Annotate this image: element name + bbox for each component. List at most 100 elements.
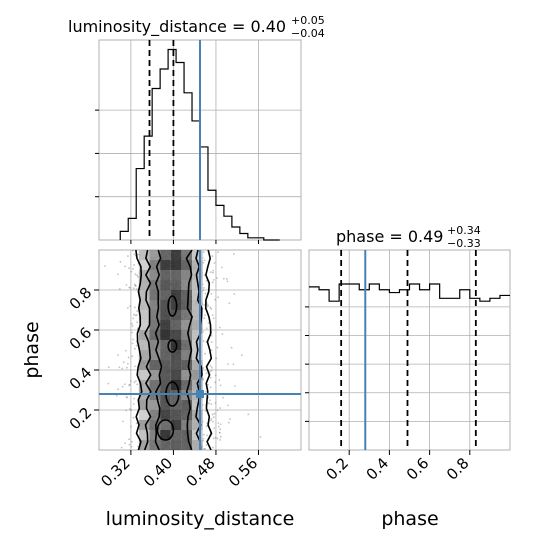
- title-phase-minus: −0.33: [447, 237, 481, 250]
- sample-point: [210, 292, 213, 295]
- density-cell: [138, 300, 150, 310]
- density-cell: [138, 440, 150, 450]
- density-cell: [170, 310, 182, 320]
- density-cell: [138, 330, 150, 340]
- x-tick-label-phase: 0.2: [322, 454, 352, 484]
- sample-point: [210, 417, 213, 420]
- density-cell: [149, 440, 161, 450]
- sample-point: [210, 334, 213, 337]
- sample-point: [133, 313, 135, 316]
- sample-point: [216, 437, 219, 440]
- sample-point: [204, 352, 206, 355]
- sample-point: [204, 390, 207, 393]
- sample-point: [202, 437, 205, 440]
- sample-point: [133, 381, 136, 384]
- sample-point: [132, 268, 134, 270]
- sample-point: [117, 388, 119, 391]
- sample-point: [213, 427, 216, 430]
- sample-point: [203, 304, 206, 306]
- sample-point: [203, 274, 206, 276]
- sample-point: [132, 287, 135, 290]
- sample-point: [227, 363, 229, 366]
- sample-point: [135, 344, 138, 347]
- sample-point: [120, 446, 123, 449]
- density-cell: [181, 440, 193, 450]
- sample-point: [218, 431, 221, 434]
- sample-point: [209, 386, 212, 389]
- sample-point: [214, 374, 217, 377]
- sample-point: [136, 383, 138, 386]
- sample-point: [226, 280, 229, 283]
- sample-point: [210, 369, 213, 372]
- sample-point: [128, 443, 131, 446]
- density-cell: [160, 350, 171, 360]
- density-cell: [181, 350, 193, 360]
- density-cell: [149, 370, 161, 380]
- sample-point: [216, 346, 219, 349]
- sample-point: [134, 380, 137, 382]
- hist-phase-frame: [308, 249, 511, 451]
- density-cell: [192, 360, 203, 370]
- density-cell: [170, 440, 182, 450]
- posterior-2d-panel: 0.32 0.40 0.48 0.56 0.2 0.4 0.6 0.8: [66, 249, 302, 490]
- density-cell: [138, 280, 150, 290]
- sample-point: [202, 367, 205, 369]
- density-cell: [192, 370, 203, 380]
- density-cell: [149, 310, 161, 320]
- sample-point: [216, 277, 218, 279]
- density-cell: [160, 430, 171, 440]
- sample-point: [203, 259, 206, 262]
- sample-point: [124, 349, 127, 352]
- density-cell: [160, 330, 171, 340]
- density-cell: [149, 340, 161, 350]
- sample-point: [128, 383, 131, 386]
- density-cell: [149, 290, 161, 300]
- density-cell: [138, 420, 150, 430]
- density-cell: [138, 410, 150, 420]
- title-luminosity-distance-plus: +0.05: [291, 14, 325, 27]
- sample-point: [214, 298, 217, 301]
- density-cell: [181, 300, 193, 310]
- sample-point: [207, 304, 210, 307]
- sample-point: [136, 321, 138, 324]
- sample-point: [132, 416, 135, 419]
- sample-point: [247, 413, 250, 416]
- sample-point: [212, 420, 214, 423]
- sample-point: [204, 447, 207, 450]
- density-cell: [149, 350, 161, 360]
- sample-point: [202, 251, 205, 253]
- sample-point: [107, 382, 110, 385]
- sample-point: [214, 402, 217, 404]
- sample-point: [137, 275, 139, 278]
- sample-point: [129, 305, 132, 307]
- density-cell: [149, 430, 161, 440]
- sample-point: [131, 342, 134, 345]
- density-cell: [160, 310, 171, 320]
- sample-point: [126, 306, 129, 309]
- sample-point: [213, 412, 216, 415]
- sample-point: [211, 255, 214, 257]
- density-cell: [181, 360, 193, 370]
- density-cell: [149, 260, 161, 270]
- sample-point: [129, 286, 132, 289]
- density-cell: [170, 280, 182, 290]
- x-tick-label-luminosity-distance: 0.56: [225, 454, 261, 490]
- density-cell: [160, 420, 171, 430]
- sample-point: [205, 279, 208, 282]
- density-cell: [138, 370, 150, 380]
- density-cell: [170, 370, 182, 380]
- sample-point: [205, 425, 208, 428]
- density-cell: [160, 260, 171, 270]
- density-cell: [181, 260, 193, 270]
- x-axis-label-phase: phase: [381, 508, 438, 530]
- sample-point: [233, 385, 236, 387]
- density-cell: [192, 260, 203, 270]
- density-cell: [149, 320, 161, 330]
- density-cell: [192, 440, 203, 450]
- density-cell: [192, 320, 203, 330]
- sample-point: [216, 409, 219, 412]
- sample-point: [126, 396, 128, 399]
- sample-point: [131, 440, 133, 443]
- density-cell: [170, 410, 182, 420]
